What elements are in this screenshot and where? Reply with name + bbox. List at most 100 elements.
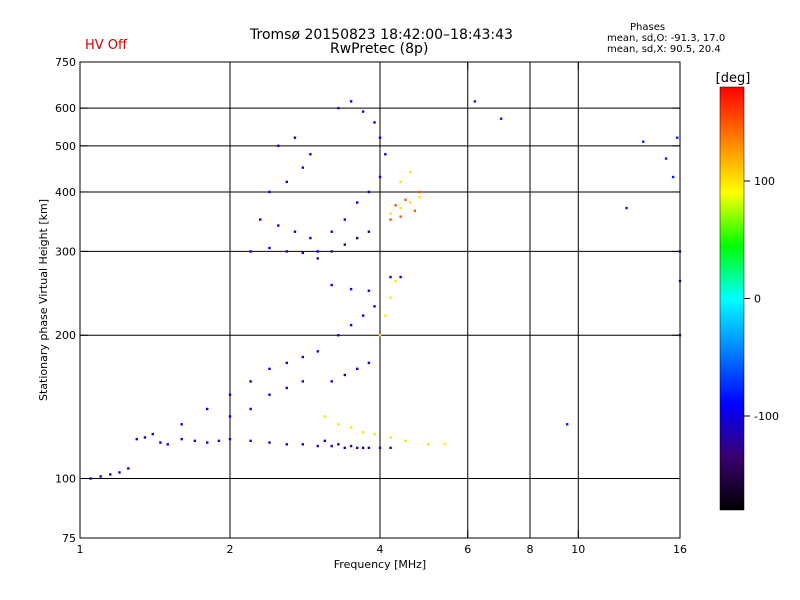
data-point (316, 257, 319, 260)
grid-layer (80, 62, 680, 538)
data-point (427, 443, 430, 446)
y-tick-label: 750 (55, 56, 76, 69)
y-axis-ticks: 75 100 200 300 400 500 600 750 (55, 56, 680, 545)
data-point (330, 230, 333, 233)
x-tick-label: 8 (527, 543, 534, 556)
data-point (309, 153, 312, 156)
data-point (268, 393, 271, 396)
data-point (373, 432, 376, 436)
x-tick-label: 6 (464, 543, 471, 556)
data-point (384, 153, 387, 156)
data-point (337, 423, 340, 426)
data-point (309, 236, 312, 240)
data-point (343, 218, 347, 221)
data-point (404, 439, 407, 443)
phases-x-stats: mean, sd,X: 90.5, 20.4 (607, 44, 721, 55)
y-tick-label: 600 (55, 102, 76, 115)
y-axis-label: Stationary phase Virtual Height [km] (37, 199, 50, 401)
chart-title-line1: Tromsø 20150823 18:42:00–18:43:43 (250, 27, 513, 43)
data-point (180, 423, 183, 426)
data-point (109, 473, 112, 476)
data-point (399, 180, 402, 184)
data-point (337, 106, 340, 110)
data-point (316, 250, 319, 253)
data-point (330, 444, 333, 448)
data-point (499, 117, 503, 120)
data-point (394, 204, 397, 207)
data-point (301, 443, 305, 446)
data-point (323, 415, 327, 418)
data-point (399, 215, 402, 218)
data-point (355, 236, 359, 240)
data-point (367, 230, 371, 233)
data-point (293, 136, 297, 139)
data-point (373, 305, 376, 308)
data-point (389, 436, 392, 439)
data-point (277, 224, 280, 227)
data-point (249, 250, 252, 253)
data-point (118, 471, 121, 474)
data-point (664, 157, 668, 160)
data-point (127, 467, 130, 470)
colorbar-tick-label: 100 (754, 175, 775, 188)
data-point (217, 439, 221, 443)
data-point (285, 180, 288, 184)
y-tick-label: 200 (55, 329, 76, 342)
data-point (205, 407, 209, 411)
data-point (409, 201, 412, 204)
data-point (355, 446, 359, 450)
data-point (343, 446, 347, 450)
data-point (394, 279, 397, 283)
y-tick-label: 300 (55, 245, 76, 258)
data-point (389, 446, 392, 450)
colorbar (719, 86, 745, 511)
data-point (301, 166, 305, 169)
data-point (361, 314, 365, 317)
data-point (378, 446, 382, 450)
data-point (367, 361, 371, 365)
data-point (330, 283, 333, 287)
data-point (642, 140, 645, 143)
data-point (399, 206, 402, 210)
data-point (389, 218, 392, 221)
data-point (268, 190, 271, 194)
x-tick-label: 4 (377, 543, 384, 556)
y-tick-label: 500 (55, 140, 76, 153)
data-point (293, 230, 297, 233)
phases-title: Phases (630, 22, 666, 33)
data-point (228, 415, 232, 418)
hv-status-label: HV Off (85, 38, 127, 53)
x-tick-label: 2 (227, 543, 234, 556)
chart-title-line2: RwPretec (8p) (330, 41, 429, 57)
data-point (367, 190, 371, 194)
data-point (268, 246, 271, 250)
data-point (330, 380, 333, 383)
colorbar-ticks: 100 0 -100 (744, 175, 779, 423)
data-point (349, 323, 353, 327)
data-point (323, 439, 327, 443)
data-point (249, 380, 252, 383)
data-point (367, 289, 371, 292)
data-point (301, 355, 305, 359)
data-point (413, 209, 417, 213)
data-point (367, 446, 371, 450)
data-point (159, 441, 162, 444)
data-point (349, 287, 353, 291)
data-point (389, 212, 392, 215)
data-point (389, 275, 392, 279)
x-tick-label: 1 (77, 543, 84, 556)
data-point (268, 367, 271, 371)
data-point (361, 110, 365, 113)
data-point (443, 443, 447, 446)
data-point (418, 190, 421, 194)
data-point (378, 334, 382, 337)
data-point (249, 439, 252, 443)
data-point (418, 195, 421, 199)
data-point (249, 407, 252, 411)
data-point (404, 198, 407, 202)
data-point (259, 218, 262, 221)
data-point (285, 443, 288, 446)
data-point (316, 350, 319, 353)
data-point (166, 443, 169, 446)
